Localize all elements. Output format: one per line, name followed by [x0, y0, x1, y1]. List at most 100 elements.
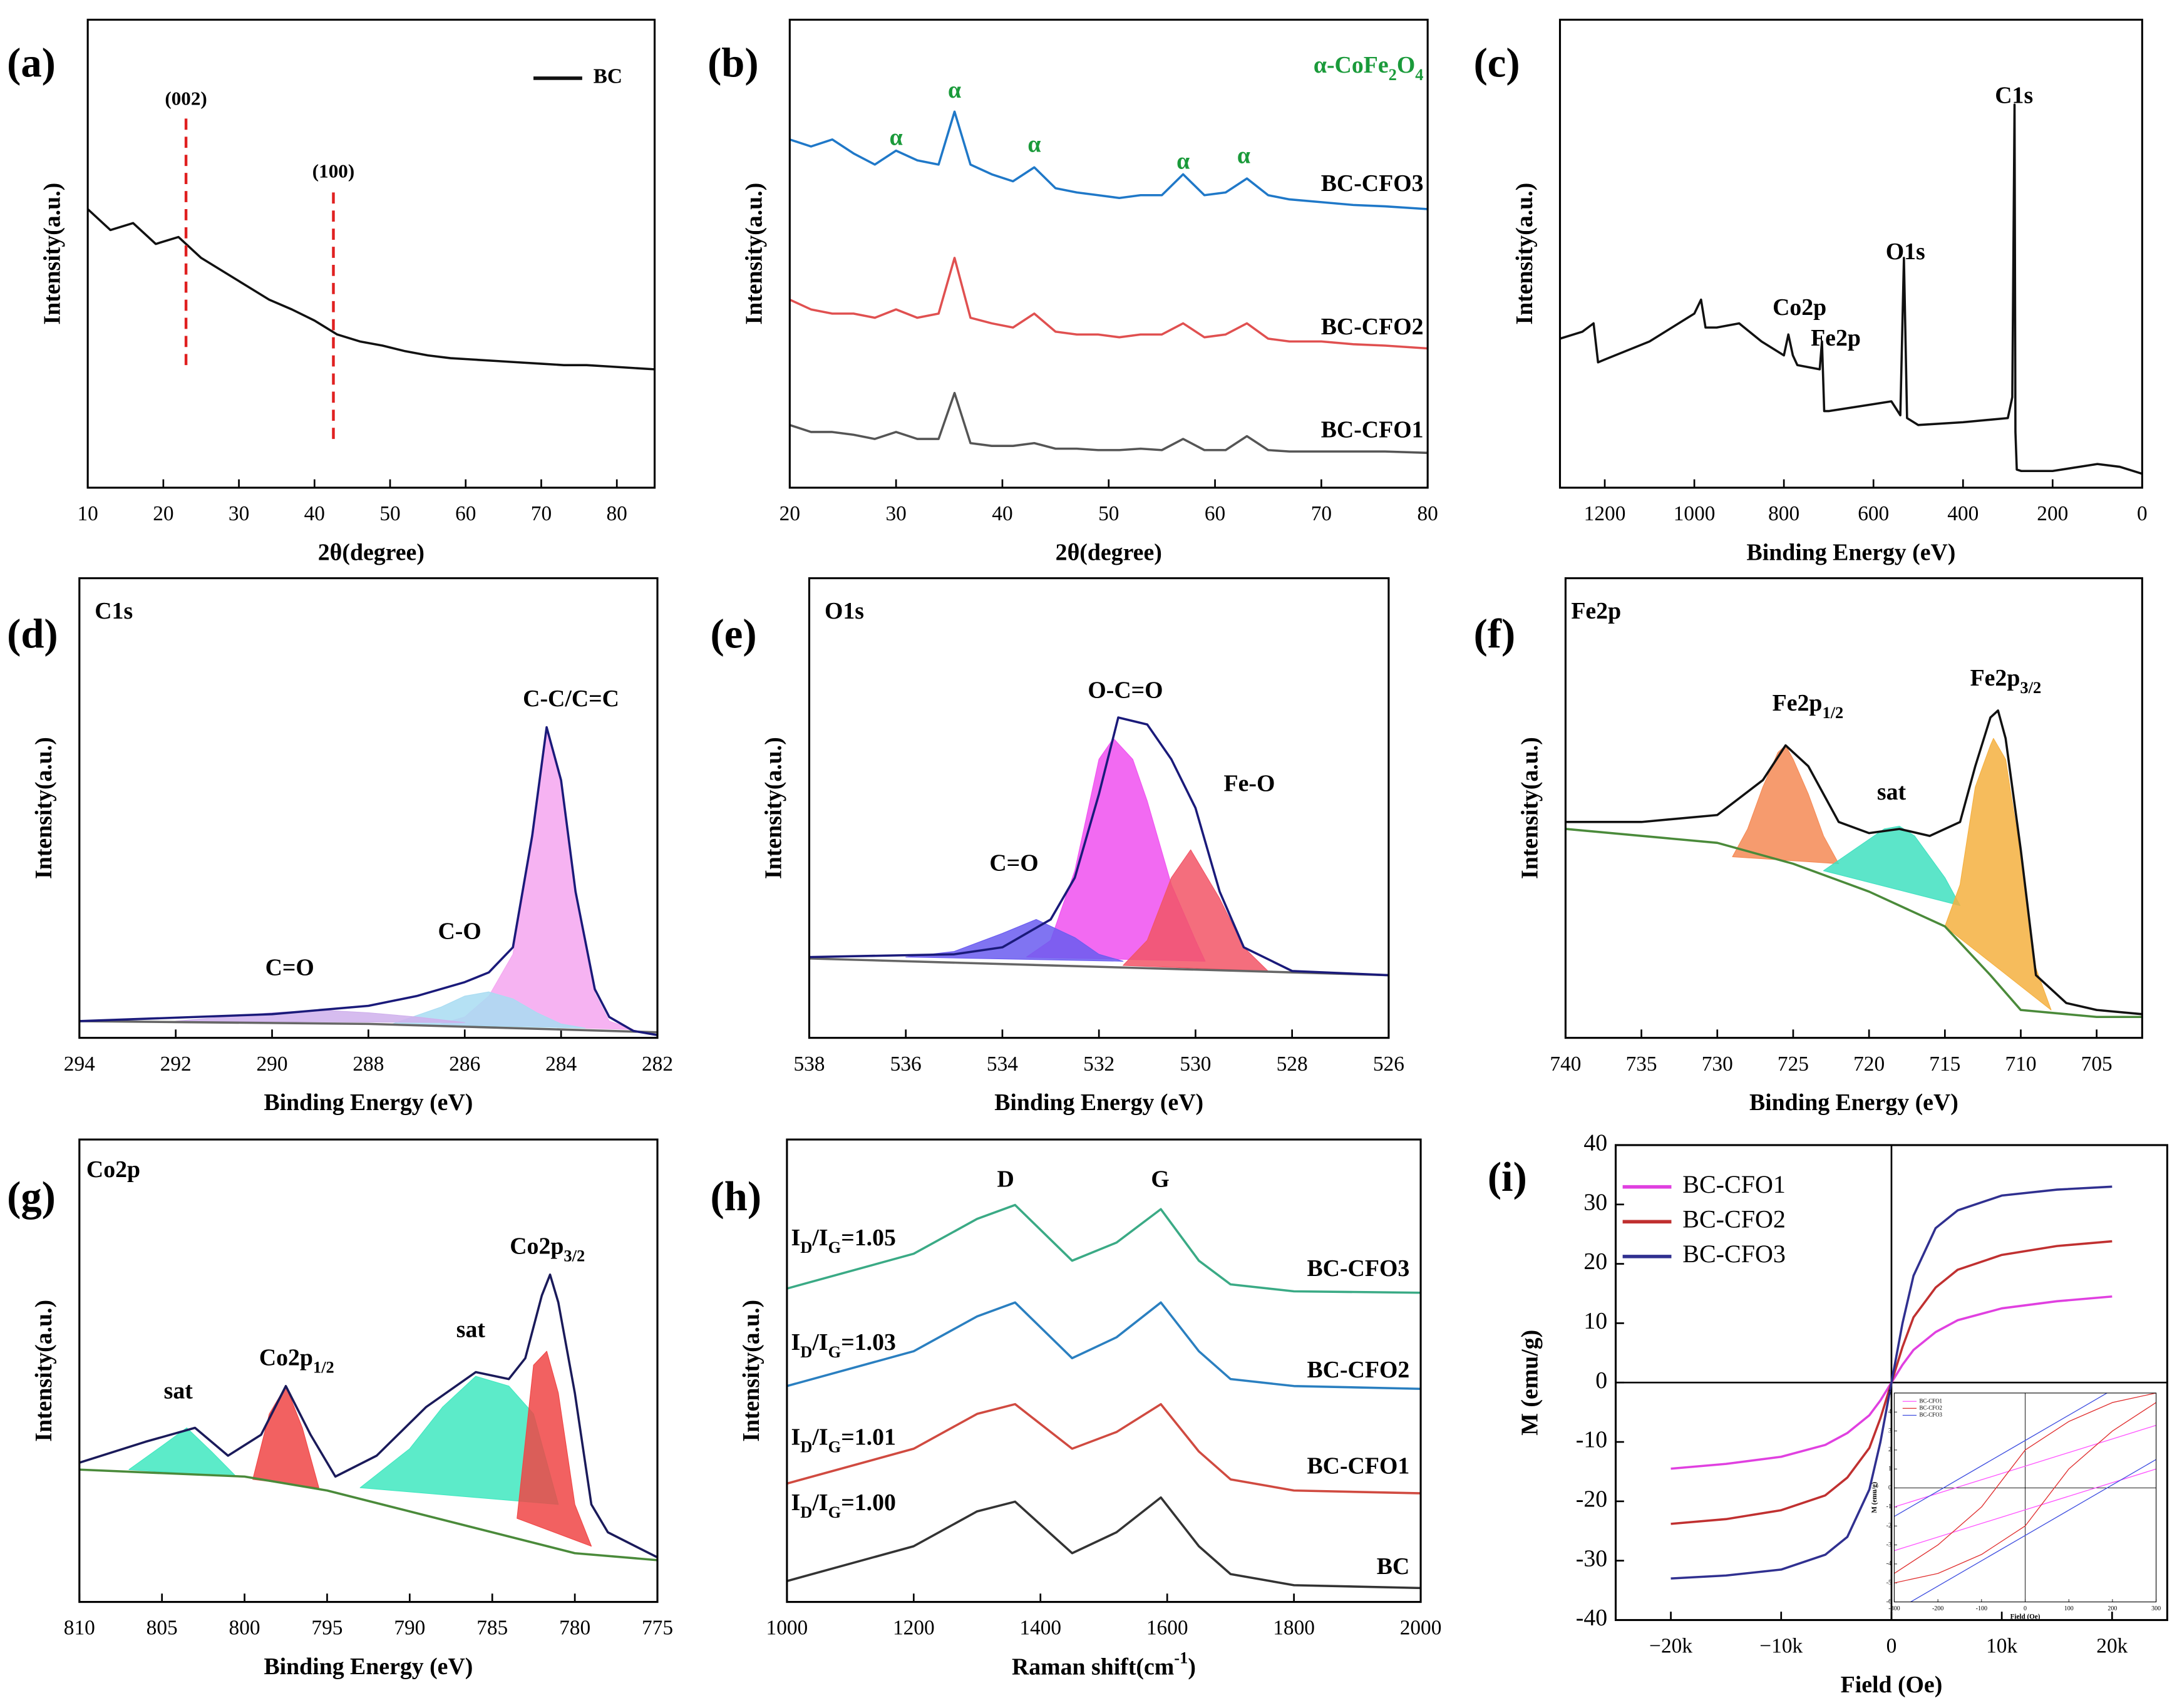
x-tick-label: 20 [780, 502, 800, 525]
panel-label: (e) [711, 612, 757, 657]
y-tick-label: -3 [1886, 1541, 1891, 1548]
series-line [790, 391, 1428, 455]
x-tick-label: 528 [1277, 1052, 1308, 1076]
series-line [809, 716, 1389, 977]
x-axis-label-part: -1 [1174, 1648, 1188, 1667]
series-line [79, 1020, 657, 1034]
x-tick-label: 50 [379, 502, 400, 525]
series-line [1894, 1424, 2156, 1551]
annotation: Fe2p3/2 [1970, 665, 2042, 697]
panel: 1200 1000 800 600 400 200 0 Binding Energy (eV)… [1474, 18, 2148, 565]
series-label: BC-CFO3 [1307, 1255, 1409, 1282]
x-tick-label: 20 [153, 502, 173, 525]
series-line [786, 1496, 1421, 1590]
annotation-part: 4 [1415, 65, 1423, 84]
legend-label: BC-CFO3 [1682, 1240, 1786, 1268]
component-area [1944, 738, 2052, 1011]
y-tick-label: -6 [1886, 1598, 1891, 1605]
x-axis-label: Field (Oe) [2010, 1613, 2041, 1621]
annotation: O-C=O [1088, 677, 1163, 704]
plot-frame [78, 1138, 659, 1603]
annotation-part: I [791, 1489, 801, 1516]
x-tick-label: 286 [449, 1052, 480, 1076]
legend-label: BC-CFO2 [1919, 1404, 1942, 1411]
x-tick-label: −20k [1649, 1635, 1692, 1658]
x-tick-label: 530 [1180, 1052, 1211, 1076]
annotation: D [997, 1166, 1014, 1192]
component-area [1732, 744, 1840, 865]
annotation: ID/IG=1.05 [791, 1225, 896, 1257]
y-axis-label: Intensity(a.u.) [39, 183, 65, 325]
annotation: Co2p [1773, 294, 1826, 321]
annotation-part: Co2p [510, 1233, 564, 1259]
y-axis-label: M (emu/g) [1871, 1482, 1878, 1513]
annotation-part: 3/2 [2020, 678, 2041, 697]
plot-area [79, 1273, 657, 1561]
annotation-part: D [800, 1342, 812, 1361]
peak-mark: α [1027, 131, 1041, 158]
component-area [128, 1427, 237, 1477]
x-axis-label: Binding Energy (eV) [264, 1654, 473, 1680]
plot-frame [788, 18, 1429, 489]
annotation-part: /I [811, 1329, 828, 1356]
annotation-part: =1.03 [841, 1329, 896, 1356]
x-tick-label: 50 [1098, 502, 1119, 525]
x-tick-label: 30 [229, 502, 249, 525]
x-tick-label: 1200 [1584, 502, 1626, 525]
annotation: Fe2p [1571, 598, 1621, 624]
x-tick-label: 740 [1550, 1052, 1581, 1076]
x-tick-label: 294 [64, 1052, 95, 1076]
panel-label: (h) [711, 1174, 762, 1220]
plot-area [809, 716, 1389, 977]
series-label: BC-CFO1 [1307, 1453, 1409, 1479]
annotation: C1s [95, 598, 133, 624]
x-tick-label: 0 [1886, 1635, 1897, 1658]
series-line [1560, 103, 2143, 475]
x-tick-label: 730 [1702, 1052, 1733, 1076]
y-tick-label: -30 [1576, 1545, 1607, 1572]
annotation: ID/IG=1.00 [791, 1489, 896, 1521]
annotation-part: O [1397, 52, 1415, 78]
annotation: C1s [1995, 83, 2033, 109]
component-area [1123, 849, 1269, 972]
annotation: Co2p [86, 1156, 140, 1183]
y-axis-label: Intensity(a.u.) [31, 1300, 57, 1442]
plot-area [1565, 709, 2143, 1019]
annotation: sat [1877, 779, 1907, 805]
plot-area [1560, 103, 2143, 475]
panel: 294 292 290 288 286 284 282 Binding Energy (eV)… [7, 577, 673, 1116]
x-axis-label: 2θ(degree) [318, 539, 425, 565]
plot-area [1670, 1185, 2113, 1580]
y-tick-label: 1 [1888, 1466, 1891, 1473]
x-tick-label: 70 [531, 502, 552, 525]
y-tick-label: -20 [1576, 1486, 1607, 1513]
x-tick-label: 532 [1083, 1052, 1114, 1076]
annotation-part: 1/2 [1822, 703, 1843, 722]
series-label: BC-CFO1 [1321, 417, 1424, 443]
x-tick-label: 284 [545, 1052, 577, 1076]
annotation-part: /I [811, 1225, 828, 1251]
x-tick-label: 790 [394, 1617, 425, 1640]
component-area [1823, 825, 1961, 906]
legend-label: BC-CFO1 [1919, 1397, 1942, 1404]
x-tick-label: 300 [2151, 1605, 2161, 1612]
peak-mark: α [1237, 142, 1250, 168]
panel-label: (g) [7, 1174, 56, 1220]
annotation-part: =1.05 [841, 1225, 896, 1251]
series-line [809, 957, 1389, 977]
y-tick-label: 3 [1888, 1428, 1891, 1434]
peak-mark: α [890, 124, 903, 150]
panel-label: (c) [1474, 40, 1520, 86]
annotation-part: G [828, 1503, 841, 1521]
legend-label: BC-CFO1 [1682, 1170, 1786, 1198]
annotation: C=O [265, 954, 314, 980]
x-tick-label: 282 [642, 1052, 673, 1076]
annotation: Co2p3/2 [510, 1233, 585, 1265]
series-line [790, 257, 1428, 350]
annotation-part: =1.01 [841, 1424, 896, 1450]
y-tick-label: 20 [1583, 1248, 1607, 1275]
series-line [1894, 1392, 2156, 1583]
x-tick-label: 775 [642, 1617, 673, 1640]
x-tick-label: 715 [1929, 1052, 1960, 1076]
panel-label: (a) [7, 40, 56, 86]
